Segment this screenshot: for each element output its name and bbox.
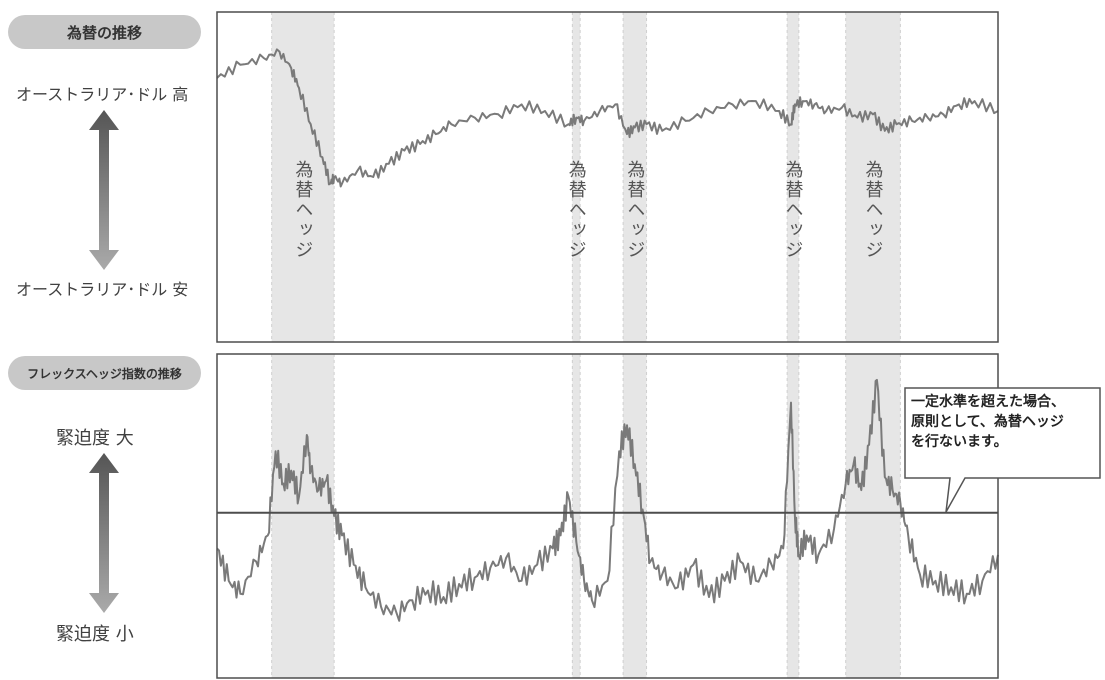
hedge-label: 為替ヘッジ	[566, 160, 587, 260]
chart-title-pill: フレックスヘッジ指数の推移	[8, 356, 201, 390]
double-arrow-icon	[89, 110, 119, 270]
double-arrow-icon	[89, 453, 119, 613]
hedge-band	[271, 12, 335, 342]
callout-line: 一定水準を超えた場合、	[911, 394, 1065, 410]
hedge-band	[271, 354, 335, 678]
hedge-label: 為替ヘッジ	[863, 160, 884, 260]
chart-title: フレックスヘッジ指数の推移	[27, 366, 182, 381]
flex-hedge-index-chart	[216, 353, 999, 679]
exchange-rate-chart: 為替ヘッジ 為替ヘッジ 為替ヘッジ 為替ヘッジ 為替ヘッジ	[216, 11, 999, 343]
y-low-label: オーストラリア･ドル 安	[16, 280, 189, 299]
hedge-band	[787, 354, 799, 678]
callout-line: 原則として、為替ヘッジ	[911, 414, 1064, 430]
y-high-label: オーストラリア･ドル 高	[16, 85, 189, 104]
hedge-label: 為替ヘッジ	[292, 160, 313, 260]
hedge-band	[572, 12, 581, 342]
hedge-label: 為替ヘッジ	[782, 160, 803, 260]
hedge-band	[572, 354, 581, 678]
series-line	[216, 48, 999, 188]
plot-frame	[216, 353, 999, 679]
hedge-band	[623, 12, 647, 342]
callout-line: を行ないます。	[911, 434, 1008, 450]
hedge-label: 為替ヘッジ	[624, 160, 645, 260]
callout-note: 一定水準を超えた場合、 原則として、為替ヘッジ を行ないます。	[905, 388, 1100, 456]
plot-frame	[216, 11, 999, 343]
hedge-band	[845, 12, 901, 342]
hedge-band	[787, 12, 799, 342]
y-high-label: 緊迫度 大	[56, 428, 134, 449]
callout-bubble	[904, 387, 1101, 513]
chart-title-pill: 為替の推移	[8, 15, 201, 49]
y-low-label: 緊迫度 小	[56, 624, 134, 645]
chart-title: 為替の推移	[66, 23, 142, 42]
series-line	[216, 378, 999, 622]
